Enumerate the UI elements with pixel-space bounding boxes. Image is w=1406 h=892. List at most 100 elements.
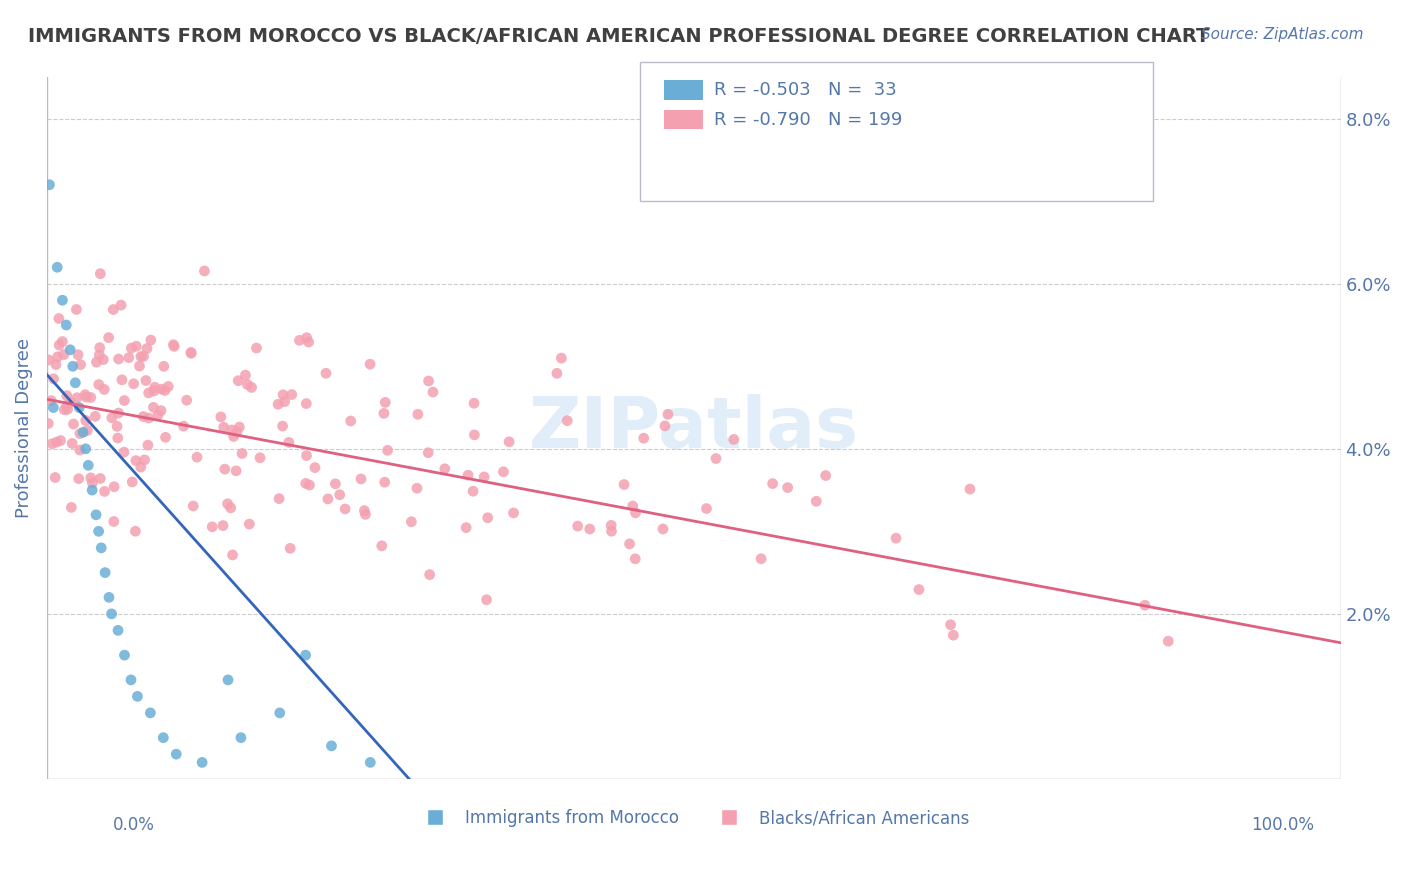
- Point: [150, 382, 173, 396]
- Point: [129, 460, 152, 475]
- Point: [321, 739, 343, 753]
- Point: [90, 541, 112, 555]
- Point: [76, 424, 98, 438]
- Point: [1133, 599, 1156, 613]
- Point: [72, 425, 94, 440]
- Point: [46, 350, 69, 364]
- Point: [59, 395, 82, 409]
- Point: [53, 402, 76, 417]
- Point: [87, 377, 110, 392]
- Point: [62, 417, 84, 431]
- Point: [138, 385, 160, 400]
- Point: [127, 690, 149, 704]
- Point: [288, 334, 311, 348]
- Point: [60, 436, 83, 450]
- Point: [546, 367, 568, 381]
- Point: [62, 359, 84, 374]
- Point: [139, 706, 162, 720]
- Point: [377, 443, 399, 458]
- Point: [217, 673, 239, 687]
- Point: [695, 501, 717, 516]
- Point: [136, 438, 159, 452]
- Point: [186, 450, 208, 465]
- Point: [180, 346, 202, 360]
- Point: [374, 475, 396, 490]
- Point: [56, 389, 79, 403]
- Point: [138, 411, 160, 425]
- Point: [93, 383, 115, 397]
- Point: [221, 548, 243, 562]
- Point: [89, 471, 111, 485]
- Point: [228, 420, 250, 434]
- Point: [60, 500, 83, 515]
- Point: [806, 494, 828, 508]
- Point: [212, 420, 235, 434]
- Point: [371, 539, 394, 553]
- Point: [77, 458, 100, 473]
- Point: [173, 419, 195, 434]
- Point: [201, 520, 224, 534]
- Point: [103, 515, 125, 529]
- Point: [624, 551, 647, 566]
- Point: [225, 425, 247, 439]
- Point: [776, 481, 799, 495]
- Text: R = -0.503   N =  33: R = -0.503 N = 33: [714, 81, 897, 99]
- Point: [84, 409, 107, 424]
- Point: [107, 351, 129, 366]
- Point: [304, 460, 326, 475]
- Point: [157, 379, 180, 393]
- Point: [419, 567, 441, 582]
- Point: [502, 506, 524, 520]
- Point: [114, 648, 136, 662]
- Point: [97, 331, 120, 345]
- Point: [418, 446, 440, 460]
- Point: [107, 431, 129, 445]
- Point: [295, 449, 318, 463]
- Point: [125, 453, 148, 467]
- Point: [613, 477, 636, 491]
- Point: [212, 518, 235, 533]
- Point: [125, 339, 148, 353]
- Point: [75, 388, 97, 402]
- Point: [193, 264, 215, 278]
- Point: [374, 395, 396, 409]
- Point: [82, 475, 104, 490]
- Point: [959, 482, 981, 496]
- Point: [56, 402, 79, 417]
- Point: [132, 350, 155, 364]
- Point: [406, 407, 429, 421]
- Point: [48, 311, 70, 326]
- Point: [238, 517, 260, 532]
- Point: [359, 357, 381, 371]
- Point: [42, 372, 65, 386]
- Point: [633, 431, 655, 445]
- Point: [49, 434, 72, 448]
- Point: [231, 446, 253, 460]
- Point: [221, 423, 243, 437]
- Point: [249, 450, 271, 465]
- Point: [472, 470, 495, 484]
- Point: [67, 401, 90, 415]
- Point: [150, 403, 173, 417]
- Point: [463, 428, 485, 442]
- Point: [129, 350, 152, 364]
- Point: [217, 497, 239, 511]
- Point: [578, 522, 600, 536]
- Point: [814, 468, 837, 483]
- Point: [235, 368, 257, 383]
- Point: [107, 406, 129, 420]
- Point: [624, 506, 647, 520]
- Point: [354, 508, 377, 522]
- Point: [298, 478, 321, 492]
- Point: [152, 731, 174, 745]
- Point: [134, 453, 156, 467]
- Point: [316, 491, 339, 506]
- Point: [100, 607, 122, 621]
- Text: IMMIGRANTS FROM MOROCCO VS BLACK/AFRICAN AMERICAN PROFESSIONAL DEGREE CORRELATIO: IMMIGRANTS FROM MOROCCO VS BLACK/AFRICAN…: [28, 27, 1209, 45]
- Point: [240, 380, 263, 394]
- Point: [139, 333, 162, 347]
- Point: [80, 391, 103, 405]
- Point: [121, 475, 143, 489]
- Point: [128, 359, 150, 373]
- Point: [269, 491, 291, 506]
